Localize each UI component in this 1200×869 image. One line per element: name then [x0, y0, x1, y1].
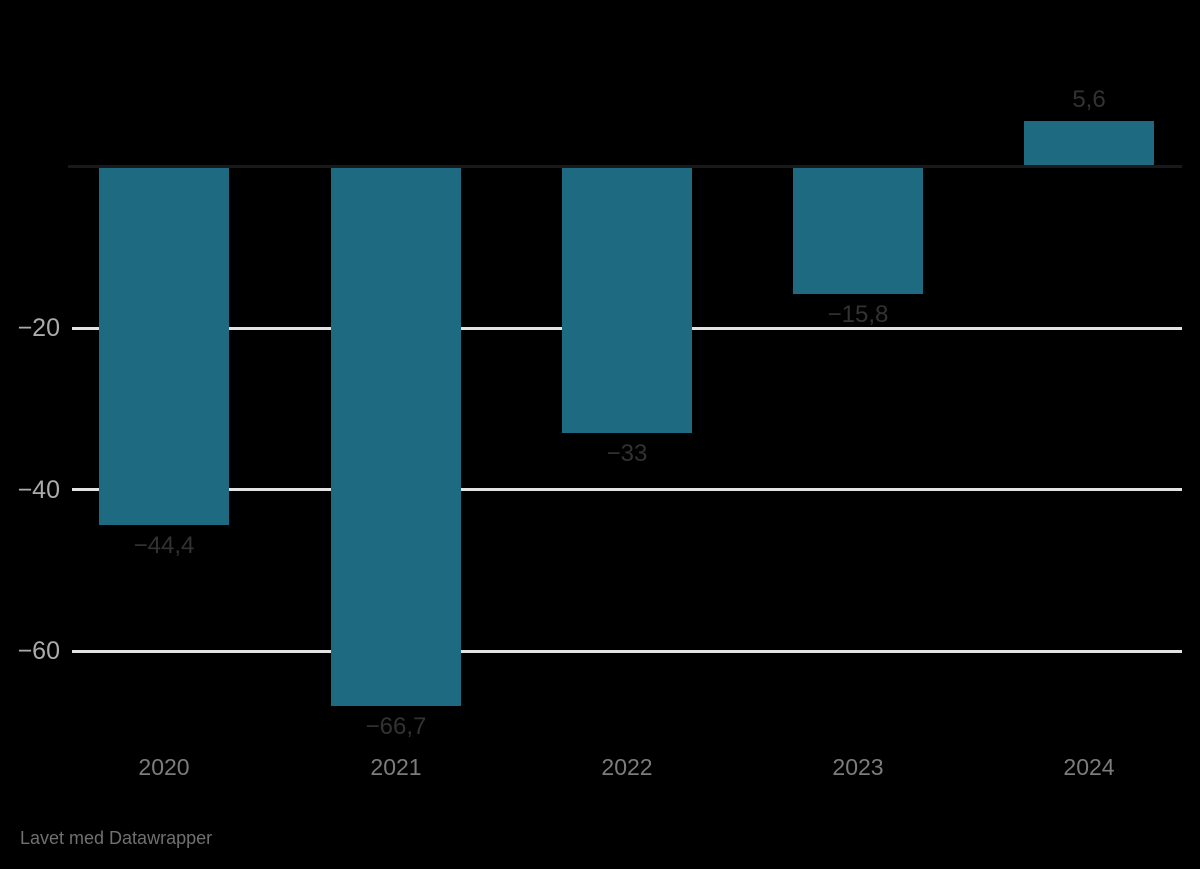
- x-axis-label: 2024: [1063, 754, 1115, 780]
- y-tick-label: −60: [17, 637, 60, 666]
- gridline: [72, 649, 1182, 653]
- bar-2021: [331, 168, 461, 706]
- gridline: [72, 488, 1182, 492]
- x-axis-label: 2022: [601, 754, 653, 780]
- value-label: −44,4: [133, 532, 195, 560]
- value-label: −33: [606, 440, 648, 468]
- bar-2022: [562, 168, 692, 434]
- bar-2024: [1024, 121, 1154, 165]
- y-tick-label: −20: [17, 314, 60, 343]
- value-label: 5,6: [1072, 86, 1106, 114]
- x-axis-label: 2020: [138, 754, 190, 780]
- y-tick-label: −40: [17, 475, 60, 504]
- value-label: −15,8: [827, 301, 889, 329]
- bar-2020: [99, 168, 229, 526]
- attribution-link[interactable]: Lavet med Datawrapper: [20, 828, 213, 848]
- zero-baseline: [68, 165, 1182, 168]
- x-axis-label: 2023: [832, 754, 884, 780]
- value-label: −66,7: [365, 712, 427, 740]
- x-axis-label: 2021: [370, 754, 422, 780]
- bar-2023: [793, 168, 923, 295]
